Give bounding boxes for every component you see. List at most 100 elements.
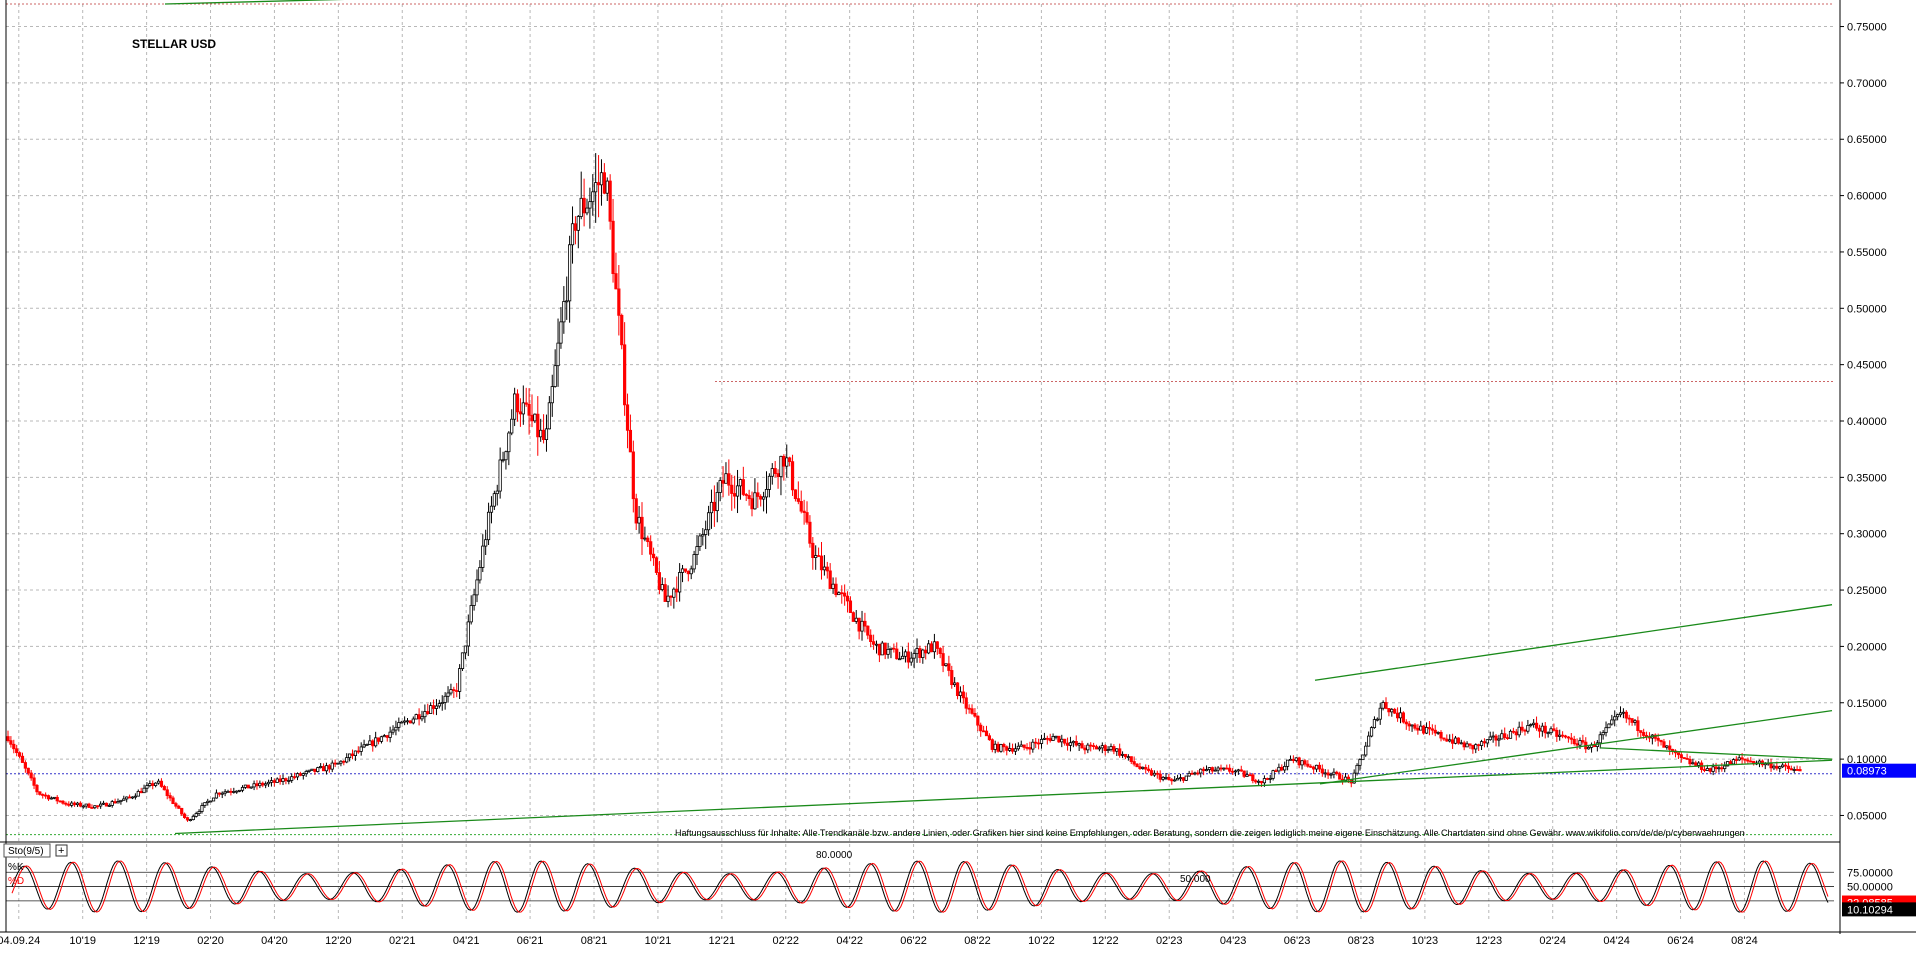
- candle-body: [793, 489, 798, 500]
- stoch-d-value: 10.10294: [1847, 904, 1893, 916]
- candle-body: [226, 790, 230, 793]
- candle-body: [941, 653, 945, 666]
- candle-body: [761, 496, 766, 500]
- x-tick-label: 12'21: [709, 935, 736, 947]
- candle-body: [391, 729, 395, 733]
- candle-body: [547, 402, 551, 430]
- candle-body: [747, 495, 751, 500]
- candle-body: [1132, 761, 1136, 765]
- y-tick-label: 0.45000: [1847, 360, 1887, 372]
- candle-body: [990, 739, 994, 750]
- candle-body: [1051, 736, 1055, 741]
- candle-body: [996, 743, 1000, 752]
- candle-body: [1312, 766, 1316, 770]
- candle-body: [675, 588, 679, 593]
- candle-body: [1375, 718, 1379, 721]
- candle-body: [513, 393, 517, 420]
- x-tick-label: 02'22: [772, 935, 799, 947]
- candle-body: [608, 180, 612, 222]
- expand-indicator-button[interactable]: [55, 844, 68, 857]
- candle-body: [518, 411, 523, 415]
- candle-body: [434, 705, 439, 709]
- x-tick-label: 02'20: [197, 935, 224, 947]
- candle-body: [733, 493, 737, 497]
- candle-body: [423, 711, 427, 718]
- candle-body: [524, 402, 528, 405]
- candle-body: [724, 473, 728, 484]
- candle-body: [1728, 761, 1733, 765]
- indicator-label-box[interactable]: [3, 843, 51, 858]
- candle-body: [9, 740, 13, 745]
- candle-body: [1147, 768, 1151, 771]
- candle-body: [1167, 776, 1171, 781]
- candle-body: [767, 475, 771, 490]
- y-tick-label: 0.50000: [1847, 303, 1887, 315]
- candle-body: [753, 492, 757, 510]
- candle-body: [1175, 778, 1180, 781]
- candle-body: [1424, 727, 1429, 734]
- candle-body: [29, 772, 33, 779]
- candle-body: [915, 648, 919, 655]
- candle-body: [678, 572, 682, 593]
- candle-body: [1155, 772, 1159, 775]
- candle-body: [1500, 733, 1504, 740]
- candle-body: [1204, 769, 1209, 772]
- candle-body: [507, 432, 511, 453]
- candle-body: [935, 641, 939, 649]
- candle-body: [67, 803, 71, 806]
- candle-body: [403, 720, 407, 723]
- candle-body: [1430, 728, 1434, 731]
- candle-body: [1294, 757, 1298, 762]
- candle-body: [1627, 717, 1631, 720]
- stoch-k-line: [11, 860, 1829, 913]
- candle-body: [188, 819, 192, 822]
- candle-body: [293, 776, 297, 779]
- candle-body: [785, 457, 789, 467]
- candle-body: [1086, 744, 1090, 751]
- candle-body: [643, 537, 647, 540]
- candle-body: [1668, 745, 1672, 750]
- candle-body: [1262, 778, 1267, 784]
- candle-body: [1034, 741, 1038, 744]
- candle-body: [501, 459, 505, 462]
- trendline: [1599, 747, 1833, 760]
- candle-body: [130, 796, 135, 799]
- candle-body: [492, 493, 496, 507]
- candle-body: [646, 537, 650, 543]
- candle-body: [194, 813, 198, 817]
- candle-body: [779, 455, 783, 478]
- stoch-d-legend: %D: [8, 876, 24, 887]
- candle-body: [414, 714, 418, 720]
- candle-body: [657, 572, 661, 590]
- candle-body: [898, 658, 902, 661]
- candle-body: [1601, 732, 1605, 736]
- candle-body: [1540, 725, 1544, 732]
- candle-body: [744, 494, 748, 496]
- candle-body: [1013, 748, 1018, 752]
- x-tick-label: 10'22: [1028, 935, 1055, 947]
- candle-body: [1453, 737, 1458, 744]
- current-price-label: 0.08973: [1847, 766, 1887, 778]
- candle-body: [1422, 725, 1426, 734]
- candle-body: [264, 783, 268, 786]
- candle-body: [961, 691, 965, 699]
- candle-body: [1575, 743, 1579, 746]
- candle-body: [240, 786, 245, 791]
- candle-body: [1685, 757, 1689, 760]
- candle-body: [162, 786, 166, 791]
- candle-body: [348, 753, 352, 759]
- candle-body: [356, 750, 360, 753]
- candle-body: [237, 789, 242, 792]
- candle-body: [788, 457, 792, 463]
- candle-body: [1219, 767, 1223, 770]
- candle-body: [1578, 740, 1582, 746]
- candle-body: [1170, 779, 1174, 782]
- candle-body: [400, 721, 404, 724]
- candle-body: [1297, 757, 1301, 766]
- candle-body: [1534, 722, 1539, 729]
- candle-body: [301, 773, 305, 776]
- y-tick-label: 0.60000: [1847, 191, 1887, 203]
- candle-body: [1285, 759, 1290, 767]
- candle-body: [1795, 769, 1799, 771]
- candle-body: [756, 492, 760, 497]
